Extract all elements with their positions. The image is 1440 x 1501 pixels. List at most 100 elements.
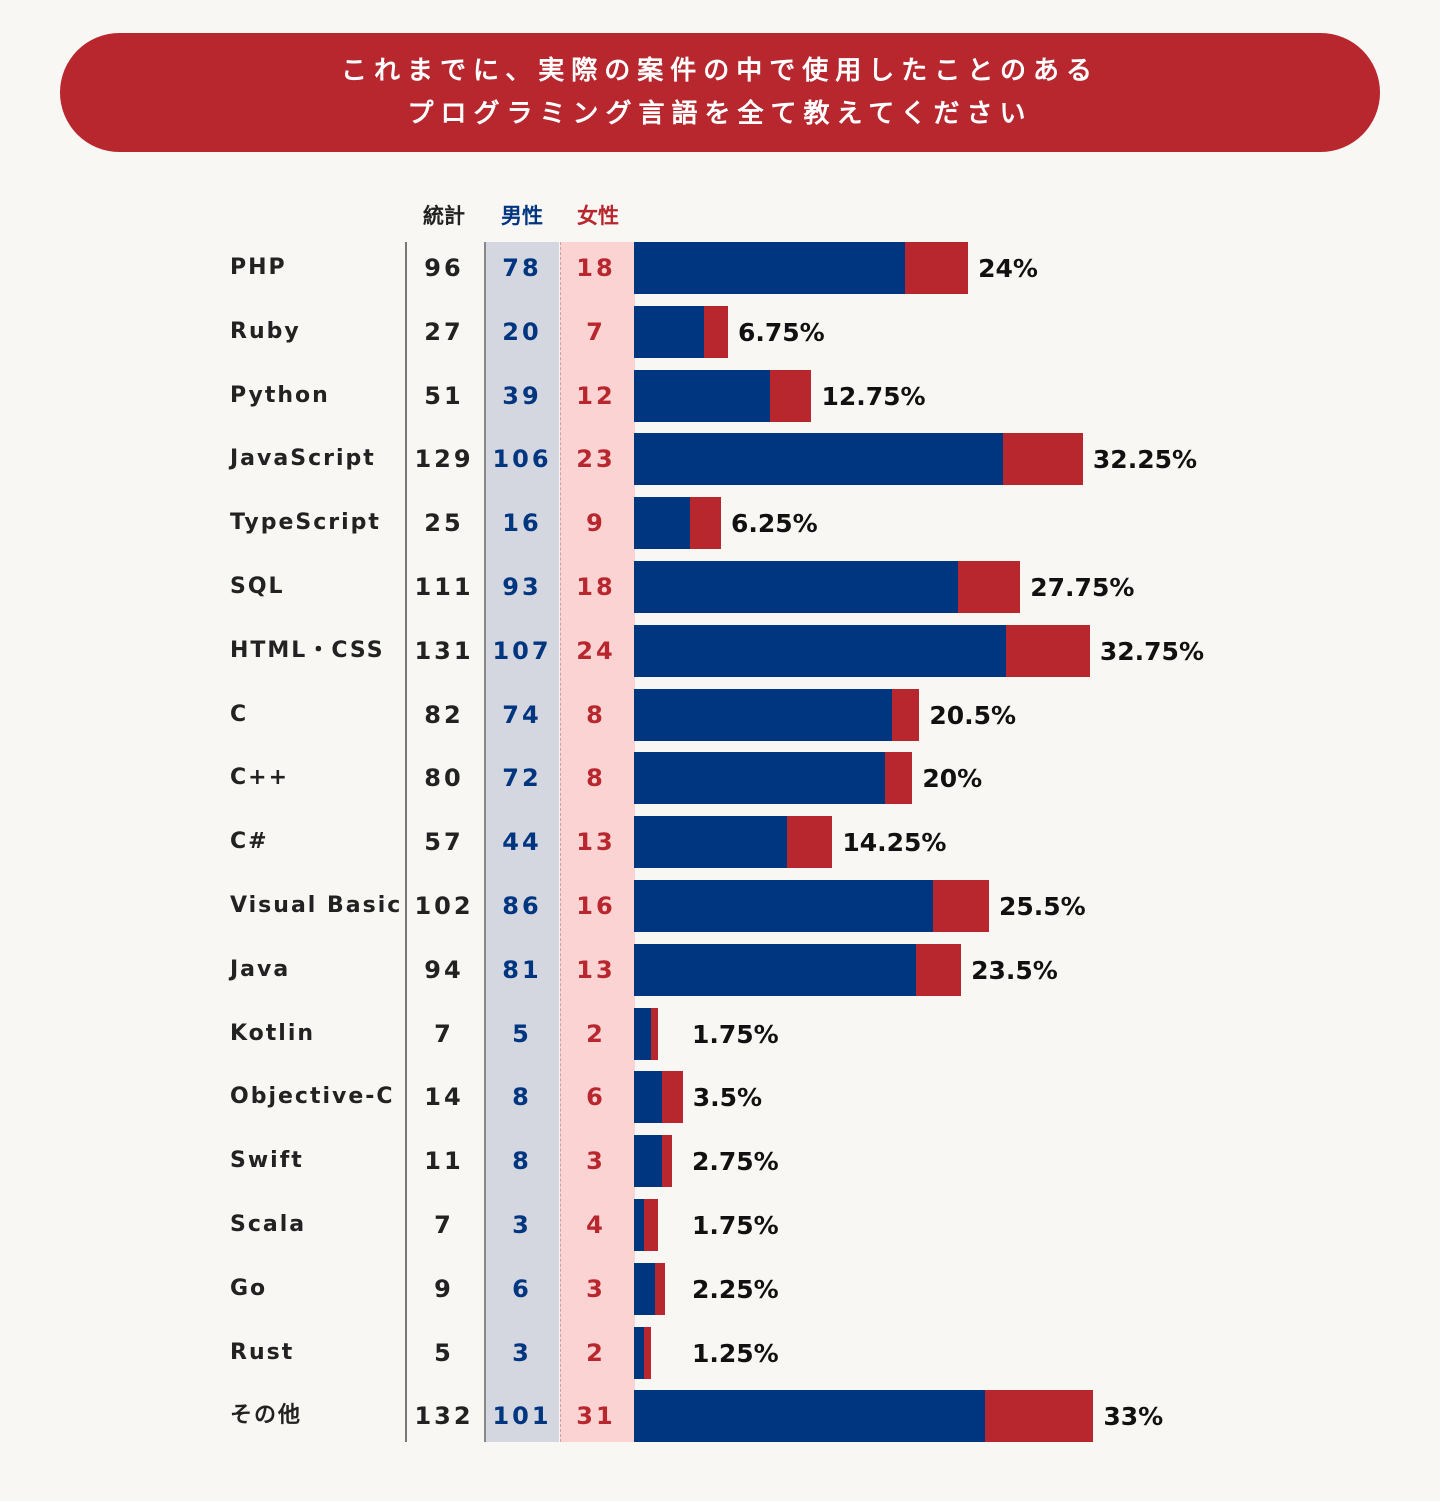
male-bar — [634, 1326, 645, 1379]
total-value: 57 — [424, 828, 464, 857]
female-bar — [689, 497, 721, 550]
female-bar — [891, 688, 920, 741]
total-value: 27 — [424, 317, 464, 346]
chart-row: Java 94 81 13 23.5% — [0, 943, 1440, 996]
percent-label: 20.5% — [929, 700, 1017, 730]
male-bar — [634, 943, 916, 996]
percent-label: 33% — [1103, 1402, 1164, 1432]
header-total: 統計 — [423, 204, 465, 228]
male-value: 3 — [512, 1211, 532, 1239]
male-value: 101 — [492, 1402, 552, 1431]
male-bar — [634, 369, 770, 422]
female-bar — [905, 242, 969, 294]
male-bar — [634, 1199, 645, 1251]
male-bar — [634, 242, 906, 294]
male-value: 39 — [502, 381, 542, 410]
female-value: 8 — [586, 764, 606, 793]
total-value: 5 — [434, 1338, 454, 1367]
percent-label: 32.75% — [1099, 636, 1205, 666]
male-value: 74 — [502, 700, 542, 729]
percent-label: 2.75% — [692, 1147, 779, 1177]
female-bar — [1002, 433, 1083, 486]
percent-label: 6.75% — [737, 317, 825, 347]
category-label: C++ — [230, 765, 290, 791]
female-bar — [884, 752, 913, 805]
percent-label: 20% — [922, 764, 983, 794]
category-label: Rust — [230, 1339, 295, 1365]
chart-row: C 82 74 8 20.5% — [0, 688, 1440, 741]
chart-row: SQL 111 93 18 27.75% — [0, 561, 1440, 613]
male-bar — [634, 752, 885, 805]
male-value: 81 — [502, 955, 542, 984]
male-value: 93 — [502, 573, 542, 601]
female-bar — [644, 1326, 652, 1379]
male-value: 86 — [502, 892, 542, 920]
female-bar — [654, 1262, 666, 1315]
female-bar — [661, 1135, 673, 1188]
male-bar — [634, 305, 704, 358]
category-label: Go — [230, 1275, 268, 1301]
female-value: 23 — [576, 445, 616, 474]
total-value: 94 — [424, 955, 464, 984]
total-value: 96 — [424, 254, 464, 282]
divider-line — [484, 242, 486, 1442]
divider-line — [405, 242, 407, 1442]
total-value: 11 — [424, 1147, 464, 1176]
total-value: 132 — [414, 1402, 474, 1431]
header-male: 男性 — [501, 204, 543, 228]
total-value: 102 — [414, 892, 474, 920]
total-value: 7 — [434, 1211, 454, 1239]
chart-row: その他 132 101 31 33% — [0, 1390, 1440, 1443]
chart-row: Visual Basic 102 86 16 25.5% — [0, 880, 1440, 932]
category-label: SQL — [230, 574, 285, 599]
total-value: 7 — [434, 1019, 454, 1048]
percent-label: 1.75% — [692, 1019, 779, 1049]
category-label: Java — [230, 956, 291, 982]
chart-row: Objective-C 14 8 6 3.5% — [0, 1071, 1440, 1124]
female-value: 13 — [576, 955, 616, 984]
female-column-background — [560, 242, 635, 1442]
category-label: Swift — [230, 1148, 304, 1174]
category-label: JavaScript — [230, 446, 376, 472]
female-bar — [957, 561, 1021, 613]
male-bar — [634, 624, 1007, 677]
chart-row: JavaScript 129 106 23 32.25% — [0, 433, 1440, 486]
category-label: HTML・CSS — [230, 637, 385, 663]
chart-row: Ruby 27 20 7 6.75% — [0, 305, 1440, 358]
female-value: 18 — [576, 254, 616, 282]
category-label: PHP — [230, 255, 287, 280]
female-bar — [644, 1199, 659, 1251]
category-label: Objective-C — [230, 1084, 395, 1110]
chart-row: Go 9 6 3 2.25% — [0, 1262, 1440, 1315]
percent-label: 23.5% — [971, 955, 1058, 985]
male-bar — [634, 1007, 652, 1060]
total-value: 131 — [414, 636, 474, 665]
total-value: 51 — [424, 381, 464, 410]
male-value: 106 — [492, 445, 552, 474]
chart-row: Swift 11 8 3 2.75% — [0, 1135, 1440, 1188]
male-value: 5 — [512, 1019, 532, 1048]
male-value: 44 — [502, 828, 542, 857]
female-bar — [703, 305, 728, 358]
male-value: 20 — [502, 317, 542, 346]
female-bar — [915, 943, 962, 996]
male-bar — [634, 1390, 986, 1443]
female-value: 9 — [586, 509, 606, 538]
category-label: C# — [230, 829, 269, 855]
male-bar — [634, 880, 934, 932]
female-bar — [661, 1071, 683, 1124]
total-value: 14 — [424, 1083, 464, 1112]
percent-label: 3.5% — [692, 1083, 763, 1113]
male-bar — [634, 433, 1003, 486]
male-value: 6 — [512, 1274, 532, 1303]
male-value: 78 — [502, 254, 542, 282]
total-value: 111 — [414, 573, 474, 601]
female-bar — [1006, 624, 1090, 677]
female-value: 6 — [586, 1083, 606, 1112]
male-value: 72 — [502, 764, 542, 793]
male-value: 3 — [512, 1338, 532, 1367]
chart-row: HTML・CSS 131 107 24 32.75% — [0, 624, 1440, 677]
percent-label: 1.75% — [692, 1211, 779, 1240]
chart-row: Rust 5 3 2 1.25% — [0, 1326, 1440, 1379]
male-bar — [634, 497, 690, 550]
